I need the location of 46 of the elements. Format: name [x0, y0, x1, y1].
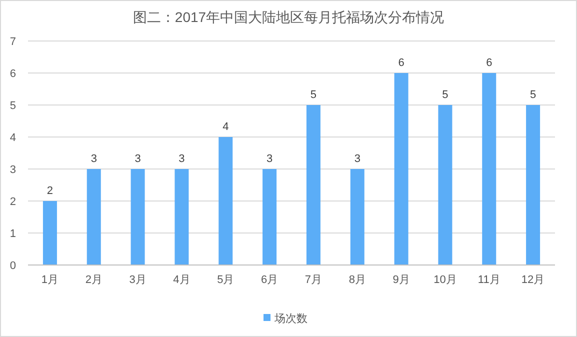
- bar: [526, 105, 540, 265]
- y-tick-label: 4: [10, 132, 16, 144]
- data-label: 5: [442, 89, 448, 101]
- bar: [130, 169, 145, 265]
- x-tick-label: 1月: [41, 274, 59, 286]
- legend-label: 场次数: [274, 312, 308, 325]
- data-label: 2: [46, 185, 54, 197]
- chart-title: 图二：2017年中国大陆地区每月托福场次分布情况: [132, 9, 444, 25]
- data-label: 6: [398, 57, 404, 69]
- y-tick-label: 7: [10, 36, 16, 48]
- x-tick-label: 10月: [434, 274, 457, 286]
- bar: [86, 169, 101, 265]
- data-label: 4: [222, 121, 229, 133]
- x-tick-label: 2月: [85, 274, 102, 286]
- data-label: 3: [178, 153, 185, 165]
- bar: [438, 105, 452, 265]
- x-tick-label: 4月: [173, 274, 190, 286]
- bar: [306, 105, 320, 265]
- x-tick-label: 5月: [217, 274, 234, 286]
- data-label: 3: [266, 153, 273, 165]
- y-tick-label: 1: [10, 228, 16, 240]
- y-tick-label: 0: [10, 260, 16, 272]
- x-tick-label: 12月: [521, 274, 545, 286]
- data-label: 3: [354, 153, 360, 165]
- bar: [350, 169, 364, 265]
- data-label: 3: [134, 153, 141, 165]
- bar: [174, 169, 189, 265]
- bar: [262, 169, 277, 265]
- y-tick-label: 5: [10, 100, 16, 112]
- y-tick-label: 6: [10, 68, 16, 80]
- data-label: 6: [486, 57, 492, 69]
- bar: [218, 137, 233, 265]
- x-tick-label: 11月: [478, 274, 500, 286]
- y-tick-label: 2: [10, 196, 16, 208]
- y-tick-label: 3: [10, 164, 16, 176]
- x-tick-label: 9月: [392, 274, 410, 286]
- x-tick-label: 3月: [129, 274, 146, 286]
- x-tick-label: 7月: [304, 274, 322, 286]
- bar: [394, 73, 408, 265]
- x-tick-label: 6月: [260, 274, 278, 286]
- data-label: 3: [90, 153, 97, 165]
- x-tick-label: 8月: [348, 274, 366, 286]
- bar: [42, 201, 57, 265]
- data-label: 5: [310, 89, 317, 101]
- data-label: 5: [530, 89, 536, 101]
- bar: [482, 73, 496, 265]
